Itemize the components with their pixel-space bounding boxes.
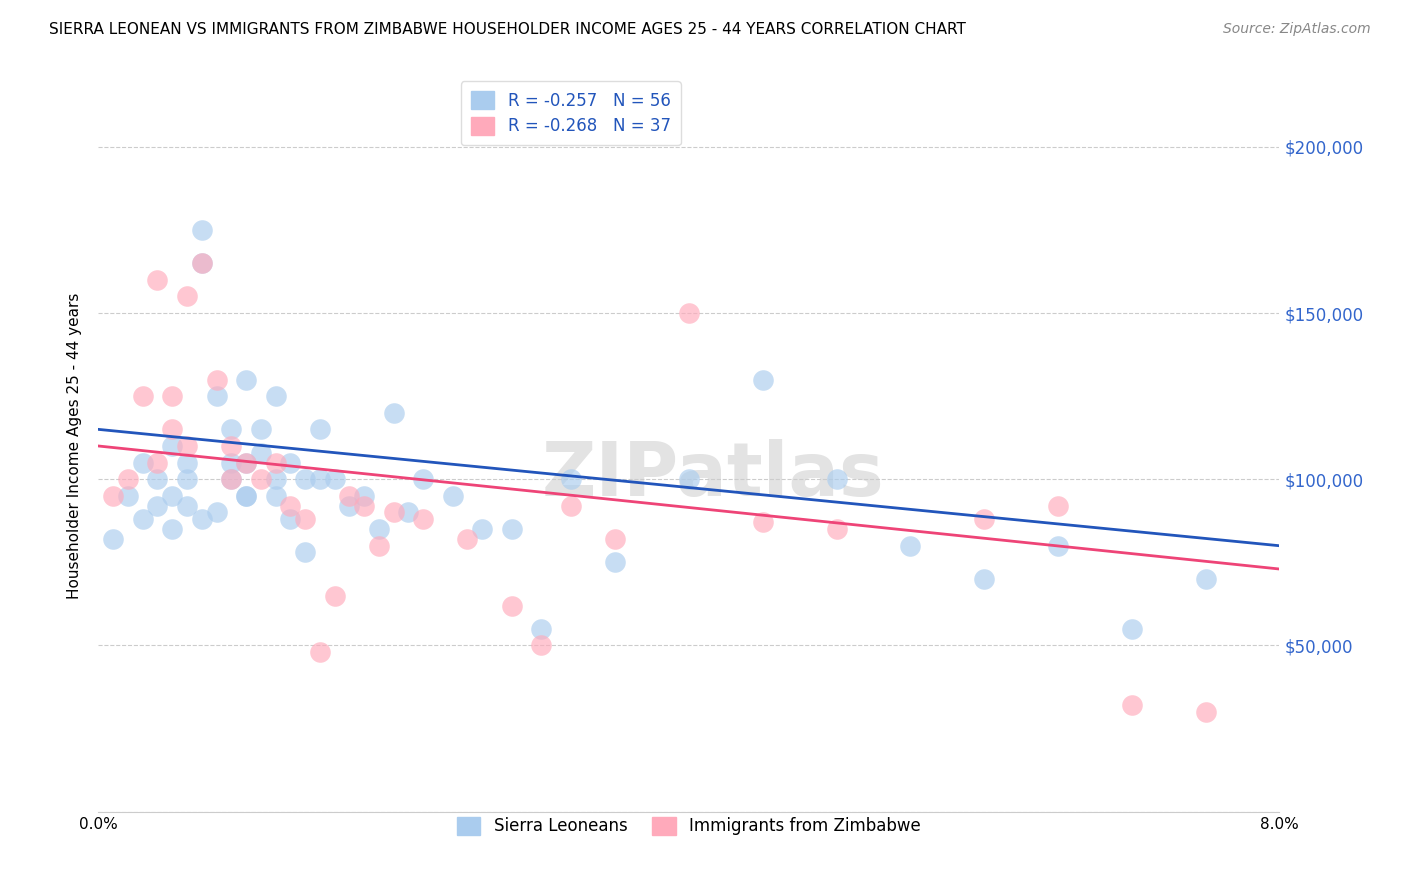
Point [103, 489, 125, 503]
Point [264, 456, 287, 470]
Point [176, 456, 198, 470]
Point [1121, 622, 1143, 636]
Point [412, 512, 434, 526]
Point [221, 439, 243, 453]
Point [309, 472, 332, 486]
Point [235, 489, 257, 503]
Point [146, 499, 169, 513]
Legend: Sierra Leoneans, Immigrants from Zimbabwe: Sierra Leoneans, Immigrants from Zimbabw… [449, 808, 929, 844]
Point [1195, 705, 1218, 719]
Point [501, 599, 523, 613]
Point [752, 372, 775, 386]
Point [309, 645, 332, 659]
Point [103, 532, 125, 546]
Point [1121, 698, 1143, 713]
Point [900, 539, 922, 553]
Point [501, 522, 523, 536]
Point [973, 572, 995, 586]
Point [825, 522, 848, 536]
Point [176, 439, 198, 453]
Point [368, 539, 391, 553]
Point [457, 532, 479, 546]
Point [191, 256, 214, 270]
Point [191, 256, 214, 270]
Point [530, 622, 553, 636]
Point [235, 456, 257, 470]
Point [162, 422, 183, 436]
Point [973, 512, 995, 526]
Text: SIERRA LEONEAN VS IMMIGRANTS FROM ZIMBABWE HOUSEHOLDER INCOME AGES 25 - 44 YEARS: SIERRA LEONEAN VS IMMIGRANTS FROM ZIMBAB… [49, 22, 966, 37]
Text: Source: ZipAtlas.com: Source: ZipAtlas.com [1223, 22, 1371, 37]
Point [752, 516, 775, 530]
Point [280, 512, 302, 526]
Point [605, 532, 627, 546]
Point [1046, 499, 1070, 513]
Point [382, 506, 405, 520]
Point [221, 422, 243, 436]
Point [235, 489, 257, 503]
Point [132, 512, 155, 526]
Point [1046, 539, 1070, 553]
Point [117, 472, 139, 486]
Point [162, 389, 183, 403]
Point [191, 512, 214, 526]
Point [560, 472, 582, 486]
Point [264, 472, 287, 486]
Point [221, 456, 243, 470]
Point [146, 456, 169, 470]
Point [176, 289, 198, 303]
Point [398, 506, 420, 520]
Point [560, 499, 582, 513]
Point [323, 472, 346, 486]
Point [250, 422, 273, 436]
Point [162, 439, 183, 453]
Point [471, 522, 494, 536]
Point [678, 306, 700, 320]
Point [221, 472, 243, 486]
Point [323, 589, 346, 603]
Point [530, 639, 553, 653]
Y-axis label: Householder Income Ages 25 - 44 years: Householder Income Ages 25 - 44 years [67, 293, 83, 599]
Point [294, 512, 316, 526]
Point [368, 522, 391, 536]
Point [1195, 572, 1218, 586]
Point [264, 389, 287, 403]
Point [605, 555, 627, 569]
Point [205, 506, 228, 520]
Point [176, 472, 198, 486]
Point [280, 456, 302, 470]
Point [339, 489, 361, 503]
Point [117, 489, 139, 503]
Point [825, 472, 848, 486]
Point [264, 489, 287, 503]
Point [162, 489, 183, 503]
Point [235, 456, 257, 470]
Point [146, 273, 169, 287]
Point [250, 472, 273, 486]
Point [294, 472, 316, 486]
Point [191, 223, 214, 237]
Point [146, 472, 169, 486]
Point [353, 489, 375, 503]
Point [280, 499, 302, 513]
Point [162, 522, 183, 536]
Point [339, 499, 361, 513]
Point [441, 489, 464, 503]
Point [221, 472, 243, 486]
Text: ZIPatlas: ZIPatlas [541, 439, 884, 512]
Point [294, 545, 316, 559]
Point [132, 456, 155, 470]
Point [250, 445, 273, 459]
Point [205, 372, 228, 386]
Point [678, 472, 700, 486]
Point [176, 499, 198, 513]
Point [205, 389, 228, 403]
Point [412, 472, 434, 486]
Point [132, 389, 155, 403]
Point [235, 372, 257, 386]
Point [309, 422, 332, 436]
Point [382, 406, 405, 420]
Point [353, 499, 375, 513]
